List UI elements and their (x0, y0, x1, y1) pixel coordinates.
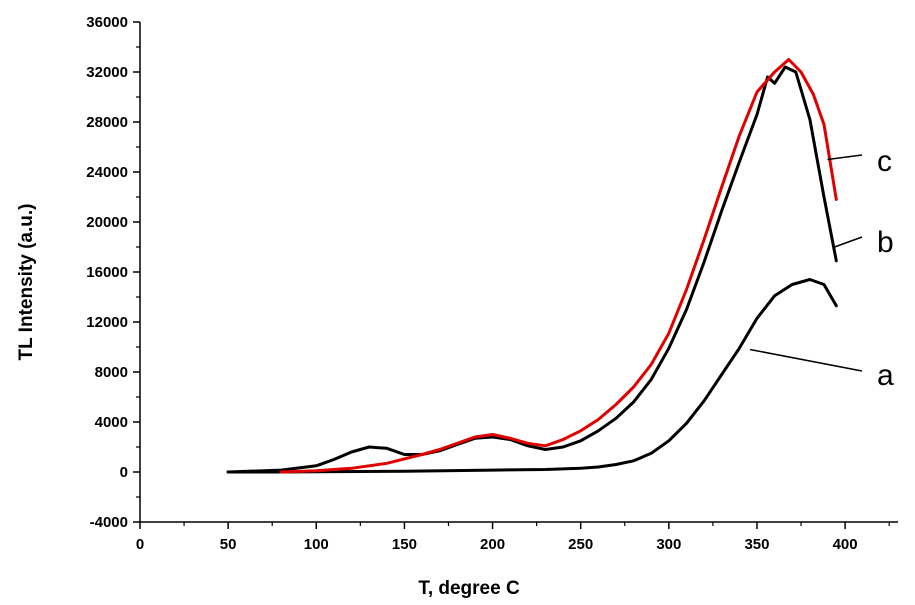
series-label-a: a (877, 359, 894, 392)
series-line-b (226, 65, 838, 474)
y-tick-label: 24000 (86, 164, 128, 181)
x-axis-ticks: 0 50 100 150 200 250 300 350 400 (136, 522, 890, 553)
plot-area (139, 22, 898, 523)
series-label-b: b (877, 226, 894, 259)
y-tick-label: 0 (120, 464, 128, 481)
x-tick-label: 350 (744, 536, 769, 553)
x-tick-label: 0 (136, 536, 144, 553)
x-tick-label: 100 (304, 536, 329, 553)
x-tick-label: 400 (833, 536, 858, 553)
y-tick-label: 28000 (86, 114, 128, 131)
y-axis-ticks: -4000 0 4000 8000 12000 16000 20000 24000 28000 3… (86, 14, 140, 531)
x-axis-title: T, degree C (418, 578, 520, 599)
x-tick-label: 50 (220, 536, 237, 553)
series-line-a (226, 278, 838, 474)
series-label-c: c (877, 145, 892, 178)
series-annotations: c b a (749, 145, 894, 392)
annotation-leader-b (834, 236, 863, 248)
series-line-c (279, 58, 838, 474)
y-tick-label: 4000 (95, 414, 128, 431)
y-axis-title: TL Intensity (a.u.) (16, 204, 37, 361)
x-tick-label: 300 (656, 536, 681, 553)
y-tick-label: 16000 (86, 264, 128, 281)
y-tick-label: 36000 (86, 14, 128, 31)
y-tick-label: 8000 (95, 364, 128, 381)
annotation-leader-c (827, 154, 863, 161)
x-tick-label: 200 (480, 536, 505, 553)
y-tick-label: 12000 (86, 314, 128, 331)
y-tick-label: 32000 (86, 64, 128, 81)
x-tick-label: 150 (392, 536, 417, 553)
x-tick-label: 250 (568, 536, 593, 553)
y-tick-label: 20000 (86, 214, 128, 231)
series-lines (226, 58, 838, 474)
y-tick-label: -4000 (90, 514, 128, 531)
annotation-leader-a (749, 348, 863, 372)
